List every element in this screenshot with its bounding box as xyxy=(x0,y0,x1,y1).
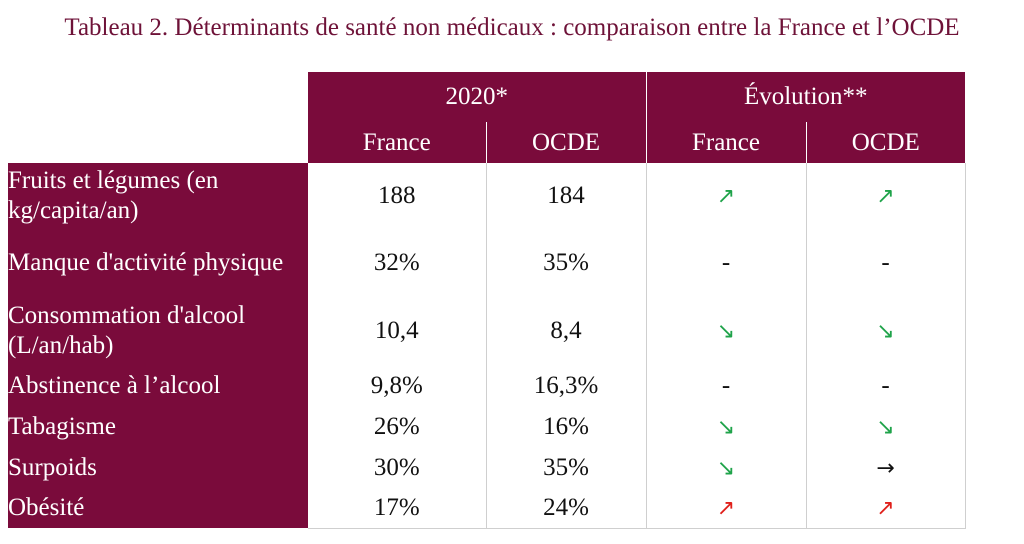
france-2020-value: 32% xyxy=(308,229,487,297)
trend-up-icon: ↗ xyxy=(876,184,895,209)
table-row: Abstinence à l’alcool 9,8% 16,3% - - xyxy=(8,365,966,407)
ocde-evolution-arrow: → xyxy=(805,447,966,488)
table-row: Tabagisme 26% 16% ↘ ↘ xyxy=(8,407,966,447)
france-evolution-arrow: ↗ xyxy=(645,488,807,529)
ocde-evolution-arrow: - xyxy=(805,229,966,297)
france-evolution-arrow: ↘ xyxy=(645,407,807,447)
table-row: Consommation d'alcool (L/an/hab) 10,4 8,… xyxy=(8,297,966,365)
france-evolution-arrow: - xyxy=(645,229,807,297)
france-2020-value: 26% xyxy=(308,407,487,447)
trend-up-icon: ↗ xyxy=(716,184,736,209)
ocde-2020-value: 8,4 xyxy=(485,297,647,365)
france-2020-value: 188 xyxy=(308,163,487,229)
header-france-2020: France xyxy=(308,122,486,163)
trend-flat-dash-icon: - xyxy=(721,372,731,399)
header-france-evolution: France xyxy=(645,122,806,163)
france-2020-value: 10,4 xyxy=(308,297,487,365)
ocde-evolution-arrow: ↘ xyxy=(805,297,966,365)
trend-down-icon: ↘ xyxy=(716,415,736,440)
trend-down-icon: ↘ xyxy=(876,415,895,440)
row-label: Abstinence à l’alcool xyxy=(8,365,308,407)
table-row: Fruits et légumes (en kg/capita/an) 188 … xyxy=(8,163,966,229)
france-2020-value: 30% xyxy=(308,447,487,488)
trend-down-icon: ↘ xyxy=(876,319,895,344)
table-row: Manque d'activité physique 32% 35% - - xyxy=(8,229,966,297)
trend-up-icon: ↗ xyxy=(876,495,895,521)
header-group-2020: 2020* xyxy=(308,72,646,122)
row-label: Surpoids xyxy=(8,447,308,488)
ocde-2020-value: 16% xyxy=(485,407,647,447)
ocde-2020-value: 24% xyxy=(485,488,647,529)
france-evolution-arrow: ↘ xyxy=(645,297,807,365)
ocde-evolution-arrow: ↘ xyxy=(805,407,966,447)
ocde-2020-value: 16,3% xyxy=(485,365,647,407)
row-label: Consommation d'alcool (L/an/hab) xyxy=(8,297,308,365)
france-evolution-arrow: ↗ xyxy=(645,163,807,229)
trend-flat-dash-icon: - xyxy=(881,372,890,399)
ocde-2020-value: 35% xyxy=(485,229,647,297)
france-2020-value: 9,8% xyxy=(308,365,487,407)
table-row: Obésité 17% 24% ↗ ↗ xyxy=(8,488,966,529)
ocde-2020-value: 35% xyxy=(485,447,647,488)
france-evolution-arrow: ↘ xyxy=(645,447,807,488)
ocde-evolution-arrow: - xyxy=(805,365,966,407)
trend-up-icon: ↗ xyxy=(716,495,736,521)
ocde-evolution-arrow: ↗ xyxy=(805,488,966,529)
france-2020-value: 17% xyxy=(308,488,487,529)
trend-down-icon: ↘ xyxy=(716,455,736,481)
row-label: Fruits et légumes (en kg/capita/an) xyxy=(8,163,308,229)
header-group-evolution: Évolution** xyxy=(645,72,966,122)
header-ocde-evolution: OCDE xyxy=(805,122,966,163)
health-determinants-table: 2020* Évolution** France OCDE France OCD… xyxy=(8,72,966,529)
trend-down-icon: ↘ xyxy=(716,319,736,344)
header-ocde-2020: OCDE xyxy=(485,122,646,163)
trend-flat-dash-icon: - xyxy=(881,249,890,276)
ocde-2020-value: 184 xyxy=(485,163,647,229)
header-corner xyxy=(8,72,308,163)
table-title: Tableau 2. Déterminants de santé non méd… xyxy=(64,14,960,41)
row-label: Obésité xyxy=(8,488,308,528)
ocde-evolution-arrow: ↗ xyxy=(805,163,966,229)
france-evolution-arrow: - xyxy=(645,365,807,407)
row-label: Tabagisme xyxy=(8,407,308,447)
row-label: Manque d'activité physique xyxy=(8,229,308,297)
table-row: Surpoids 30% 35% ↘ → xyxy=(8,447,966,488)
trend-flat-right-arrow-icon: → xyxy=(876,455,895,481)
trend-flat-dash-icon: - xyxy=(721,249,731,276)
